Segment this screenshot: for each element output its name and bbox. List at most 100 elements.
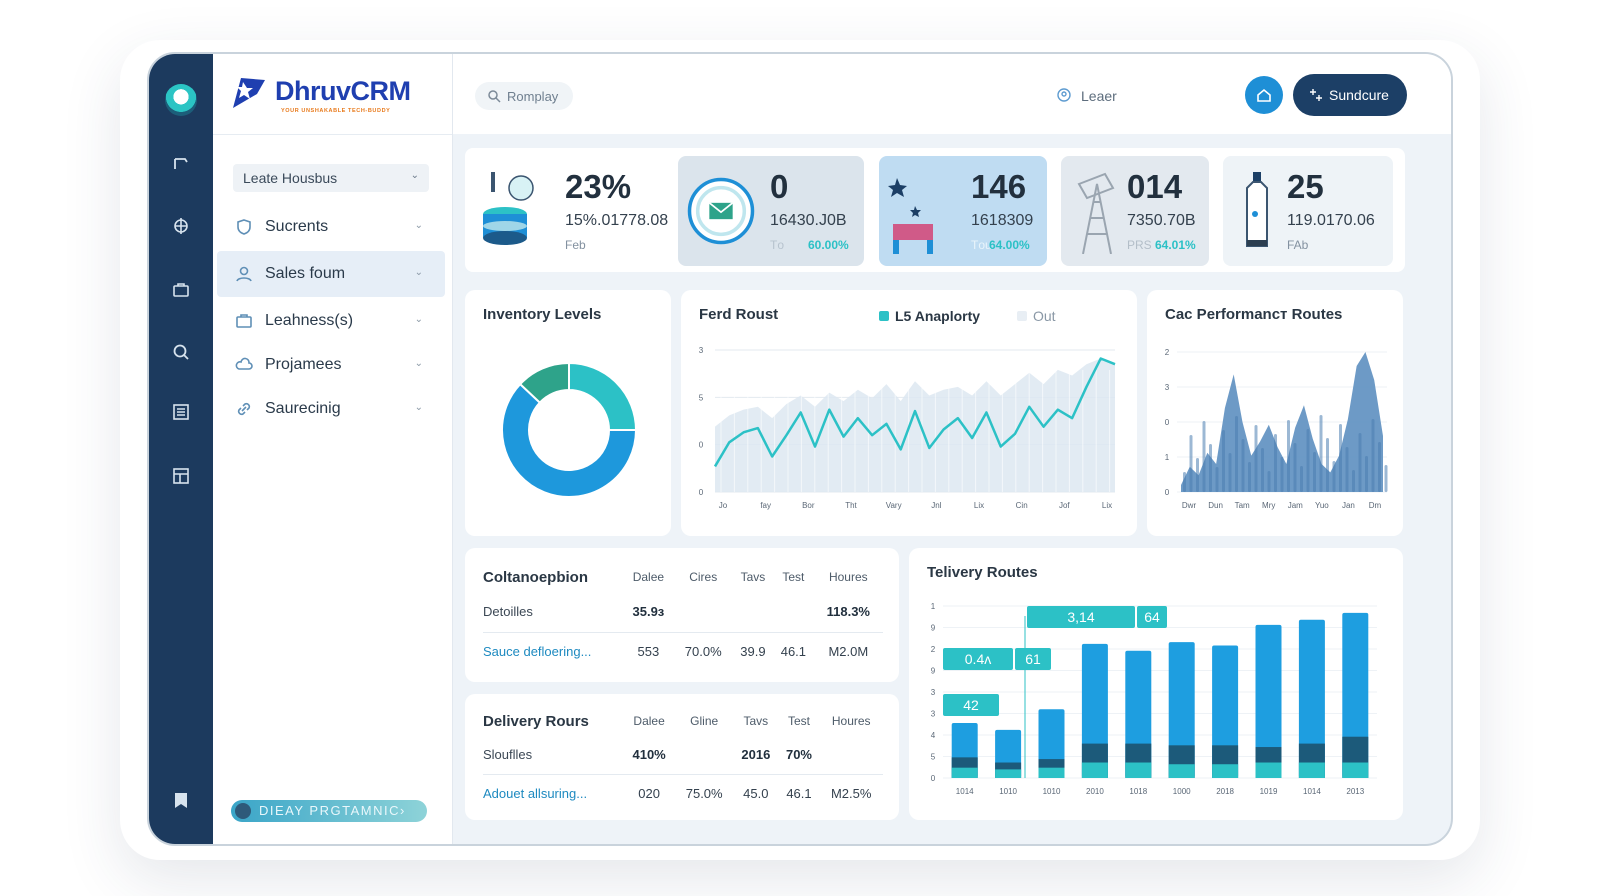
x-tick-label: 1000	[1173, 787, 1191, 796]
brand-logo[interactable]: DhruvCRM YOUR UNSHAKABLE TECH-BUDDY	[229, 72, 439, 122]
card-title: Inventory Levels	[483, 306, 602, 323]
home-icon	[1257, 88, 1271, 102]
legend-label: L5 Anaplorty	[895, 308, 981, 324]
table-row[interactable]: Adouet allsuring... 020 75.0% 45.0 46.1 …	[483, 774, 883, 812]
row-label: Detoilles	[483, 604, 533, 620]
bar-chart-card: Telivery Routes 1 9 2 9 3 3 4 5 0 1014 1010 1010 201…	[909, 548, 1403, 820]
area-bar-overlay	[1261, 448, 1264, 492]
x-tick-label: Bor	[802, 501, 815, 510]
area-bar-overlay	[1228, 453, 1232, 492]
top-bar: Romplay Leaer Sundcure	[453, 54, 1451, 134]
brand-tagline: YOUR UNSHAKABLE TECH-BUDDY	[281, 108, 391, 114]
column-header[interactable]: Houres	[831, 714, 871, 728]
panel-divider	[213, 134, 452, 135]
sidebar-item-saurecinig[interactable]: Saurecinig ⌄	[217, 386, 445, 432]
leader-link[interactable]: Leaer	[1057, 88, 1117, 104]
layout-icon[interactable]	[171, 466, 191, 486]
y-tick-label: 3	[931, 688, 936, 697]
workspace-select-value: Leate Housbus	[243, 170, 338, 186]
callout-box	[1027, 606, 1135, 628]
stat-value: 146	[971, 168, 1027, 205]
briefcase-icon[interactable]	[171, 280, 191, 300]
row-link[interactable]: Adouet allsuring...	[483, 785, 588, 801]
table-row[interactable]: Detoilles 35.9ɜ 118.3%	[483, 592, 883, 632]
legend-item[interactable]: L5 Anaplorty	[879, 308, 981, 324]
area-bar-overlay	[1215, 467, 1219, 492]
search-input[interactable]: Romplay	[475, 82, 573, 110]
column-header[interactable]: Gline	[690, 714, 719, 728]
search-icon	[488, 90, 501, 103]
workspace-select[interactable]: Leate Housbus ⌄	[233, 164, 429, 192]
table-row[interactable]: Sauce defloering... 553 70.0% 39.9 46.1 …	[483, 632, 883, 670]
chevron-down-icon: ⌄	[414, 267, 423, 278]
callout-box	[1015, 648, 1051, 670]
donut-slice	[568, 361, 638, 431]
stat-card[interactable]: 146 1618309 Tоu 64.00%	[879, 156, 1047, 266]
stat-card[interactable]: 23% 15%.01778.08 Feb	[473, 156, 673, 266]
y-tick-label: 9	[931, 624, 936, 633]
x-tick-label: Tam	[1235, 501, 1250, 510]
x-tick-label: Dwr	[1182, 501, 1197, 510]
document-icon[interactable]	[171, 402, 191, 422]
callout-label: 61	[1025, 651, 1041, 667]
search-icon[interactable]	[171, 342, 191, 362]
area-bar-overlay	[1319, 415, 1323, 492]
x-tick-label: Jnl	[931, 501, 941, 510]
data-table: Delivery Rours Dalee Gline Tavs Test Hou…	[483, 706, 883, 812]
bar-teal	[1298, 762, 1325, 778]
x-tick-label: Lix	[974, 501, 984, 510]
x-tick-label: Jof	[1059, 501, 1070, 510]
sidebar-item-sales[interactable]: Sales foum ⌄	[217, 251, 445, 297]
area-bar-overlay	[1339, 424, 1342, 492]
cell: 70%	[785, 747, 812, 763]
x-tick-label: Mry	[1262, 501, 1275, 510]
area-bar-overlay	[1274, 434, 1277, 492]
area-bar-overlay	[1287, 420, 1290, 492]
sidebar-item-projamees[interactable]: Projamees ⌄	[217, 342, 445, 388]
legend-item[interactable]: Out	[1017, 308, 1056, 324]
stat-card[interactable]: 25 119.0170.06 FAb	[1223, 156, 1393, 266]
column-header[interactable]: Dalee	[632, 570, 665, 584]
promo-pill[interactable]: DIEAY PRGTAMNIC›	[231, 800, 427, 822]
x-tick-label: Dm	[1369, 501, 1382, 510]
stat-card[interactable]: 014 7350.70B PRS 64.01%	[1061, 156, 1209, 266]
stat-value: 0	[770, 168, 789, 205]
column-header[interactable]: Test	[787, 714, 810, 728]
line-chart-card: Ferd Roust L5 Anaplorty Out 3 5 0 0 Jo fay Bor…	[681, 290, 1137, 536]
y-tick-label: 1	[1165, 453, 1170, 462]
cell: 35.9ɜ	[632, 604, 665, 620]
area-bar-overlay	[1345, 447, 1349, 492]
area-bar-overlay	[1293, 443, 1297, 492]
bookmark-icon[interactable]	[171, 790, 191, 810]
column-header[interactable]: Dalee	[633, 714, 665, 728]
column-header[interactable]: Tavs	[740, 570, 766, 584]
column-header[interactable]: Test	[782, 570, 805, 584]
x-tick-label: fay	[760, 501, 771, 510]
cell: 118.3%	[826, 604, 870, 620]
cell	[674, 592, 733, 632]
cell	[773, 592, 813, 632]
area-bar-overlay	[1313, 452, 1316, 492]
bar-teal	[995, 769, 1022, 778]
tower-illustration-icon	[1077, 172, 1115, 254]
home-button[interactable]	[1245, 76, 1283, 114]
search-placeholder: Romplay	[507, 89, 559, 104]
network-icon[interactable]	[171, 216, 191, 236]
sidebar-item-sucrents[interactable]: Sucrents ⌄	[217, 204, 445, 250]
callout-box	[943, 694, 999, 716]
column-header[interactable]: Tavs	[743, 714, 769, 728]
app-logo-icon[interactable]	[165, 84, 197, 116]
row-link[interactable]: Sauce defloering...	[483, 643, 592, 659]
area-bar-overlay	[1332, 461, 1336, 492]
primary-action-button[interactable]: Sundcure	[1293, 74, 1407, 116]
column-header[interactable]: Houres	[828, 570, 868, 584]
leader-label: Leaer	[1081, 88, 1117, 104]
table-card-2: Delivery Rours Dalee Gline Tavs Test Hou…	[465, 694, 899, 820]
chevron-down-icon: ⌄	[414, 220, 423, 231]
table-row[interactable]: Slouflles 410% 2016 70%	[483, 736, 883, 774]
stat-card[interactable]: 0 16430.J0B Tо 60.00%	[678, 156, 864, 266]
sidebar-item-leahness[interactable]: Leahness(s) ⌄	[217, 298, 445, 344]
column-header[interactable]: Cires	[689, 570, 718, 584]
back-arrow-icon[interactable]	[171, 154, 191, 174]
stat-subvalue: 16430.J0B	[770, 212, 847, 229]
